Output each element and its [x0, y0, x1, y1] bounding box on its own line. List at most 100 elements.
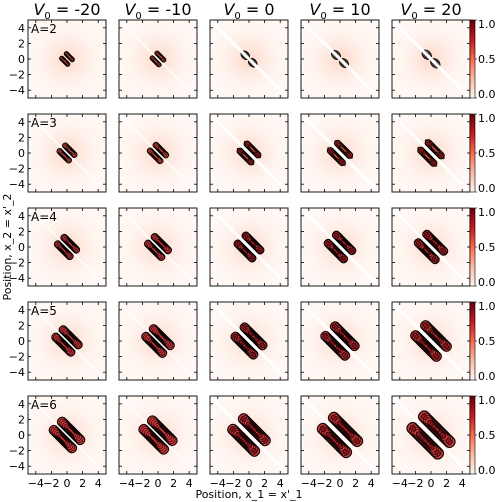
- heatmap-panel: A=5 4 2 0 −2 −4: [9, 301, 107, 381]
- contour-line: [153, 236, 169, 252]
- density-peak: [322, 333, 329, 340]
- density-peak: [251, 426, 258, 433]
- contour-line: [146, 147, 164, 165]
- contour-line: [148, 149, 162, 163]
- x-tick-label: 4: [459, 477, 466, 490]
- contour-line: [418, 338, 434, 354]
- contour-line: [144, 335, 164, 355]
- contour-line: [55, 241, 73, 259]
- contour-line: [327, 338, 343, 354]
- density-lobe: [57, 148, 72, 163]
- density-peak: [339, 159, 346, 166]
- x-tick-label: −2: [316, 477, 332, 490]
- column-title: V0 = -10: [124, 0, 191, 22]
- contour-line: [148, 244, 161, 257]
- contour-line: [140, 425, 168, 453]
- density-peak: [335, 346, 342, 352]
- density-peak: [238, 339, 245, 346]
- heatmap-panel: [209, 19, 289, 99]
- contour-line: [63, 329, 79, 345]
- contour-line: [67, 147, 73, 153]
- contour-line: [150, 325, 174, 349]
- x-tick-label: −4: [392, 477, 408, 490]
- colorbar-gradient: [469, 301, 476, 381]
- density-peak: [432, 239, 439, 246]
- x-tick-label: 4: [277, 477, 284, 490]
- x-tick-label: 0: [428, 477, 435, 490]
- node-line: [119, 20, 197, 98]
- node-line: [210, 20, 288, 98]
- contour-line: [237, 413, 271, 447]
- y-tick-label: 2: [18, 37, 25, 50]
- density-peak: [422, 437, 429, 444]
- colorbar-tick-label: 0.0: [478, 276, 496, 289]
- colorbar-gradient: [469, 207, 476, 287]
- contour-line: [55, 337, 71, 353]
- contour-line: [320, 330, 351, 361]
- density-peak: [342, 449, 349, 456]
- contour-line: [56, 243, 71, 258]
- contour-line: [60, 326, 82, 348]
- density-peak: [426, 346, 433, 353]
- contour-line: [59, 150, 70, 161]
- contour-line: [144, 429, 164, 449]
- contour-line: [150, 245, 160, 255]
- y-tick-label: −2: [9, 351, 25, 364]
- column-title: V0 = 10: [309, 0, 370, 22]
- contour-line: [148, 417, 176, 445]
- contour-line: [142, 427, 166, 451]
- density-peak: [409, 425, 417, 432]
- contour-line: [337, 328, 353, 344]
- contour-line: [154, 143, 168, 157]
- contour-line: [150, 56, 161, 67]
- y-tick-label: −4: [9, 178, 25, 191]
- y-tick-label: −4: [9, 84, 25, 97]
- heatmap-panel: [209, 113, 289, 193]
- density-peak: [428, 443, 435, 451]
- row-label: A=2: [31, 22, 57, 36]
- y-tick-label: 0: [18, 429, 25, 442]
- y-tick-label: −4: [9, 460, 25, 473]
- heatmap-panel: A=2 4 2 0 −2 −4: [9, 19, 107, 99]
- colorbar-tick-label: 0.5: [478, 429, 496, 442]
- density-peak: [259, 342, 266, 349]
- x-tick-label: 2: [79, 477, 86, 490]
- column-title: V0 = -20: [33, 0, 100, 22]
- contour-line: [150, 232, 173, 255]
- contour-line: [57, 149, 71, 163]
- density-peak: [336, 420, 343, 427]
- contour-line: [60, 420, 82, 442]
- x-tick-label: −2: [225, 477, 241, 490]
- density-peak: [247, 159, 255, 166]
- density-peak: [419, 339, 426, 346]
- node-line: [210, 396, 288, 474]
- contour-line: [157, 54, 163, 60]
- contour-line: [147, 433, 160, 446]
- x-tick-label: −4: [28, 477, 44, 490]
- density-peak: [429, 329, 436, 336]
- density-peak: [348, 432, 355, 439]
- row-label: A=3: [31, 116, 57, 130]
- contour-line: [158, 240, 165, 247]
- column-title: V0 = 20: [400, 0, 461, 22]
- contour-line: [141, 331, 168, 358]
- density-peak: [253, 336, 260, 343]
- contour-line: [145, 241, 164, 260]
- y-axis-label: Position, x_2 = x'_2: [1, 193, 14, 300]
- contour-line: [151, 247, 158, 254]
- contour-line: [54, 335, 73, 354]
- density-peak: [417, 146, 425, 154]
- contour-line: [61, 328, 80, 347]
- density-peak: [341, 239, 348, 246]
- contour-line: [149, 435, 158, 444]
- contour-line: [239, 322, 268, 351]
- contour-line: [65, 425, 77, 437]
- density-peak: [348, 247, 355, 254]
- heatmap-panel: [209, 301, 289, 381]
- heatmap-panel: −4 −2 0 2 4: [209, 395, 289, 490]
- density-peak: [332, 323, 339, 330]
- y-tick-label: 0: [18, 147, 25, 160]
- colorbar: 0.0 0.5 1.0: [469, 112, 496, 195]
- contour-line: [156, 239, 166, 249]
- node-line: [28, 208, 106, 286]
